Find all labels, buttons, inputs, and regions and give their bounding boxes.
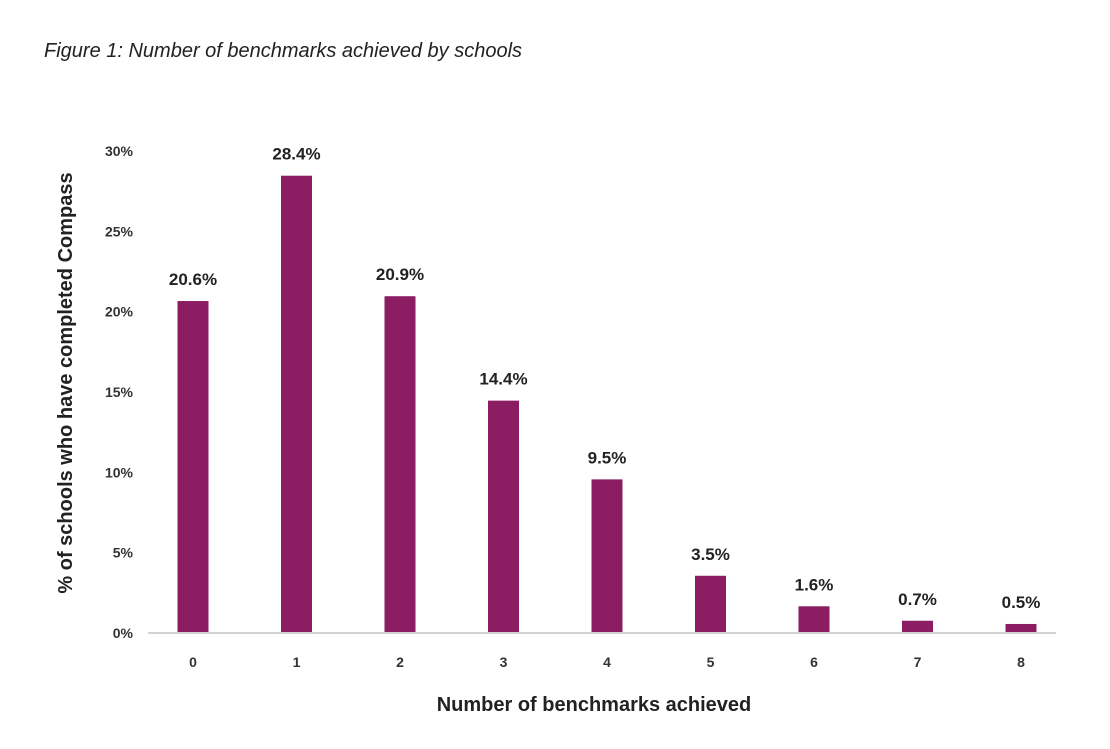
bar (281, 175, 312, 632)
y-tick-label: 0% (113, 625, 134, 641)
y-tick-label: 20% (105, 304, 134, 320)
bar (488, 400, 519, 632)
bar-value-label: 20.9% (376, 265, 424, 284)
x-tick-label: 1 (293, 654, 301, 670)
bar-value-label: 20.6% (169, 270, 217, 289)
y-tick-label: 25% (105, 223, 134, 239)
x-tick-label: 8 (1017, 654, 1025, 670)
x-tick-label: 0 (189, 654, 197, 670)
bar (695, 575, 726, 632)
x-tick-label: 6 (810, 654, 818, 670)
y-axis-ticks: 0% 5% 10% 15% 20% 25% 30% (105, 143, 134, 641)
bar-value-label: 14.4% (479, 370, 527, 389)
x-axis-title: Number of benchmarks achieved (437, 694, 752, 716)
y-tick-label: 30% (105, 143, 134, 159)
bar (177, 301, 209, 632)
bar-value-label: 0.5% (1002, 593, 1041, 612)
bar (902, 620, 933, 632)
bar-value-label: 9.5% (588, 448, 627, 467)
y-axis-title: % of schools who have completed Compass (55, 172, 77, 593)
bar-value-label: 28.4% (272, 145, 320, 164)
bar-value-label: 1.6% (795, 575, 834, 594)
x-tick-label: 5 (707, 654, 715, 670)
x-tick-label: 4 (603, 654, 611, 670)
y-tick-label: 10% (105, 464, 134, 480)
bar-value-label: 3.5% (691, 545, 730, 564)
bar (1005, 623, 1037, 632)
x-tick-label: 3 (500, 654, 508, 670)
y-tick-label: 5% (113, 545, 134, 561)
x-tick-label: 7 (914, 654, 922, 670)
bar-value-label: 0.7% (898, 590, 937, 609)
figure-title: Figure 1: Number of benchmarks achieved … (44, 40, 523, 62)
bars (177, 175, 1037, 632)
y-tick-label: 15% (105, 384, 134, 400)
x-tick-label: 2 (396, 654, 404, 670)
x-axis-ticks: 0 1 2 3 4 5 6 7 8 (189, 654, 1025, 670)
bar (384, 296, 416, 632)
bar (798, 606, 830, 632)
data-labels: 20.6% 28.4% 20.9% 14.4% 9.5% 3.5% 1.6% 0.7% 0.5% (169, 145, 1040, 612)
bar (591, 479, 623, 632)
